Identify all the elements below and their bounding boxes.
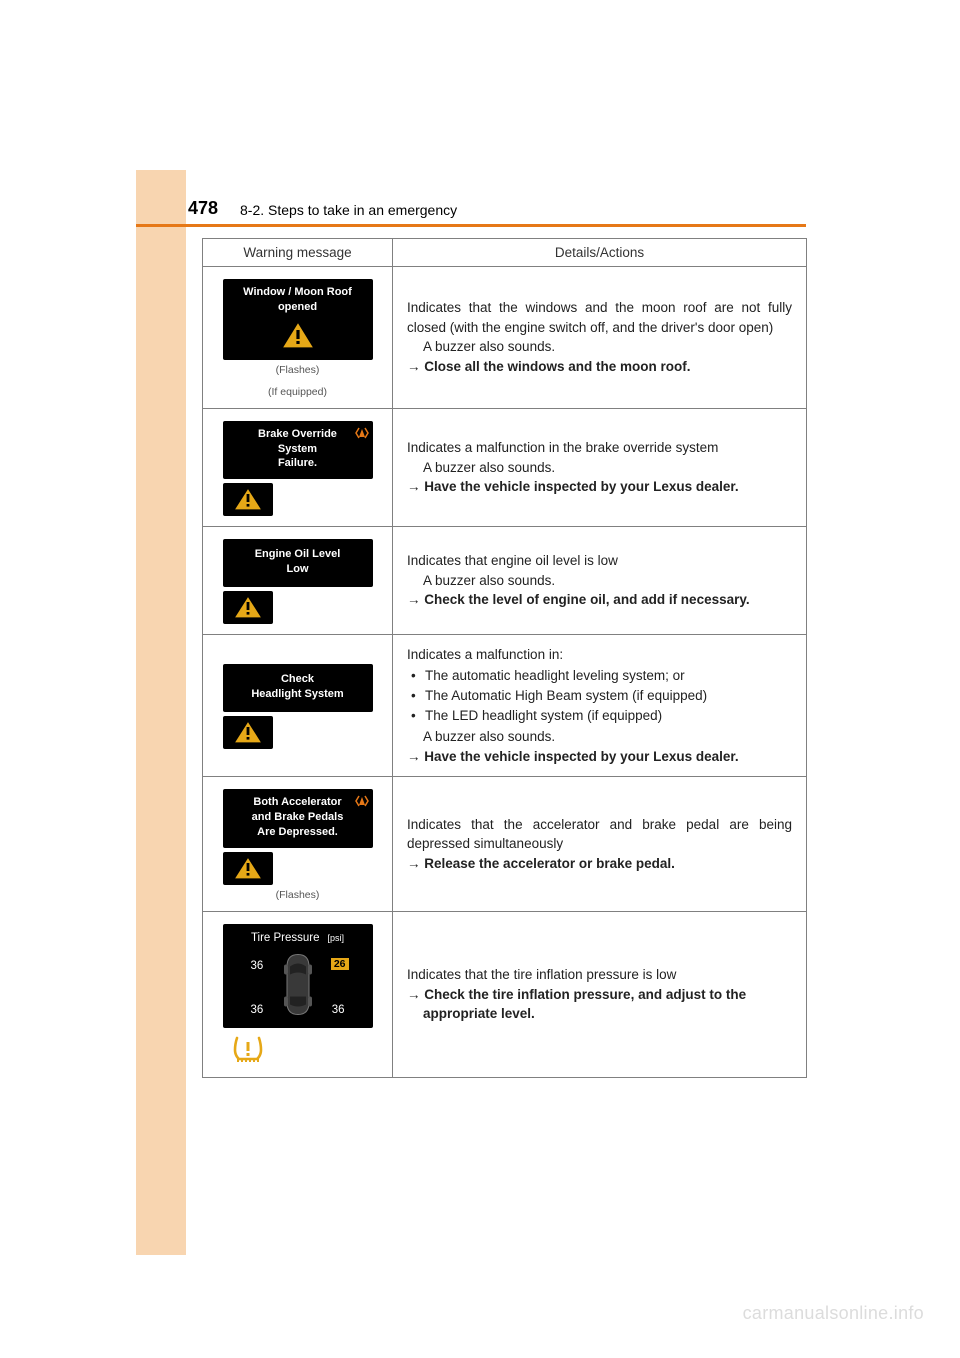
detail-lead: Indicates that engine oil level is low <box>407 551 792 571</box>
warning-triangle-badge <box>223 591 373 624</box>
flashes-caption: (Flashes) <box>211 364 384 376</box>
warning-triangle-icon <box>223 852 273 885</box>
details-cell: Indicates a malfunction in the brake ove… <box>393 408 807 527</box>
detail-indent: A buzzer also sounds. <box>407 337 792 357</box>
display-box: Brake Override System Failure. <box>223 421 373 480</box>
display-line: Headlight System <box>227 687 369 702</box>
details-cell: Indicates that the accelerator and brake… <box>393 777 807 912</box>
detail-indent: A buzzer also sounds. <box>407 458 792 478</box>
content-area: Warning message Details/Actions Window /… <box>202 238 806 1078</box>
tire-title: Tire Pressure[psi] <box>227 932 369 944</box>
detail-lead: Indicates that the accelerator and brake… <box>407 815 792 854</box>
details-cell: Indicates a malfunction in: The automati… <box>393 634 807 776</box>
master-warning-icon <box>355 427 369 442</box>
table-row: Brake Override System Failure. Indicates… <box>203 408 807 527</box>
section-title: 8-2. Steps to take in an emergency <box>240 202 457 218</box>
bullet-item: The LED headlight system (if equipped) <box>407 706 792 726</box>
detail-bullets: The automatic headlight leveling system;… <box>407 666 792 725</box>
display-line: Check <box>227 672 369 687</box>
display-line: Failure. <box>227 456 369 471</box>
warning-triangle-icon <box>223 483 273 516</box>
detail-action: → Close all the windows and the moon roo… <box>407 357 792 377</box>
display-box: Engine Oil Level Low <box>223 539 373 587</box>
detail-action: → Have the vehicle inspected by your Lex… <box>407 747 792 767</box>
display-line: Both Accelerator <box>227 795 369 810</box>
display-line: Low <box>227 562 369 577</box>
warning-table: Warning message Details/Actions Window /… <box>202 238 807 1078</box>
detail-indent: A buzzer also sounds. <box>407 571 792 591</box>
warning-triangle-badge <box>223 852 373 885</box>
flashes-caption: (Flashes) <box>211 889 384 901</box>
display-line: Brake Override <box>227 427 369 442</box>
header-rule <box>136 224 806 227</box>
header-details: Details/Actions <box>393 239 807 267</box>
detail-indent: A buzzer also sounds. <box>407 727 792 747</box>
warning-cell: Engine Oil Level Low <box>203 527 393 635</box>
warning-cell: Window / Moon Roof opened (Flashes) (If … <box>203 267 393 409</box>
table-row: Check Headlight System Indicates a malfu… <box>203 634 807 776</box>
section-tab <box>136 170 186 1255</box>
table-row: Engine Oil Level Low Indicates that engi… <box>203 527 807 635</box>
warning-triangle-icon <box>223 716 273 749</box>
warning-cell: Tire Pressure[psi] <box>203 911 393 1077</box>
table-row: Window / Moon Roof opened (Flashes) (If … <box>203 267 807 409</box>
bullet-item: The automatic headlight leveling system;… <box>407 666 792 686</box>
bullet-item: The Automatic High Beam system (if equip… <box>407 686 792 706</box>
car-top-icon <box>281 952 315 1019</box>
display-line: Are Depressed. <box>227 825 369 840</box>
details-cell: Indicates that the tire inflation pressu… <box>393 911 807 1077</box>
tire-grid: 36 26 36 36 <box>243 950 353 1022</box>
details-cell: Indicates that engine oil level is low A… <box>393 527 807 635</box>
warning-triangle-badge <box>223 483 373 516</box>
display-box: Check Headlight System <box>223 664 373 712</box>
watermark: carmanualsonline.info <box>743 1303 924 1324</box>
tire-value-fr-warn: 26 <box>331 958 349 970</box>
ifequipped-caption: (If equipped) <box>211 386 384 398</box>
display-line: and Brake Pedals <box>227 810 369 825</box>
tire-value-fl: 36 <box>251 960 264 972</box>
warning-cell: Brake Override System Failure. <box>203 408 393 527</box>
detail-lead: Indicates a malfunction in: <box>407 645 792 665</box>
display-line: Engine Oil Level <box>227 547 369 562</box>
tire-value-rr: 36 <box>332 1004 345 1016</box>
tire-display-box: Tire Pressure[psi] <box>223 924 373 1028</box>
warning-triangle-badge <box>223 716 373 749</box>
display-line: System <box>227 442 369 457</box>
table-row: Both Accelerator and Brake Pedals Are De… <box>203 777 807 912</box>
detail-action: → Check the level of engine oil, and add… <box>407 590 792 610</box>
detail-action: → Have the vehicle inspected by your Lex… <box>407 477 792 497</box>
page-number: 478 <box>188 198 218 219</box>
tire-value-rl: 36 <box>251 1004 264 1016</box>
display-line: opened <box>227 300 369 315</box>
warning-triangle-icon <box>223 591 273 624</box>
header-warning: Warning message <box>203 239 393 267</box>
detail-action: → Check the tire inflation pressure, and… <box>407 985 792 1024</box>
tpms-icon <box>223 1034 373 1067</box>
warning-triangle-icon <box>281 321 315 349</box>
detail-action: → Release the accelerator or brake pedal… <box>407 854 792 874</box>
warning-cell: Both Accelerator and Brake Pedals Are De… <box>203 777 393 912</box>
warning-cell: Check Headlight System <box>203 634 393 776</box>
master-warning-icon <box>355 795 369 810</box>
display-box: Window / Moon Roof opened <box>223 279 373 360</box>
table-row: Tire Pressure[psi] <box>203 911 807 1077</box>
detail-lead: Indicates a malfunction in the brake ove… <box>407 438 792 458</box>
details-cell: Indicates that the windows and the moon … <box>393 267 807 409</box>
display-box: Both Accelerator and Brake Pedals Are De… <box>223 789 373 848</box>
display-line: Window / Moon Roof <box>227 285 369 300</box>
detail-lead: Indicates that the tire inflation pressu… <box>407 965 792 985</box>
detail-lead: Indicates that the windows and the moon … <box>407 298 792 337</box>
